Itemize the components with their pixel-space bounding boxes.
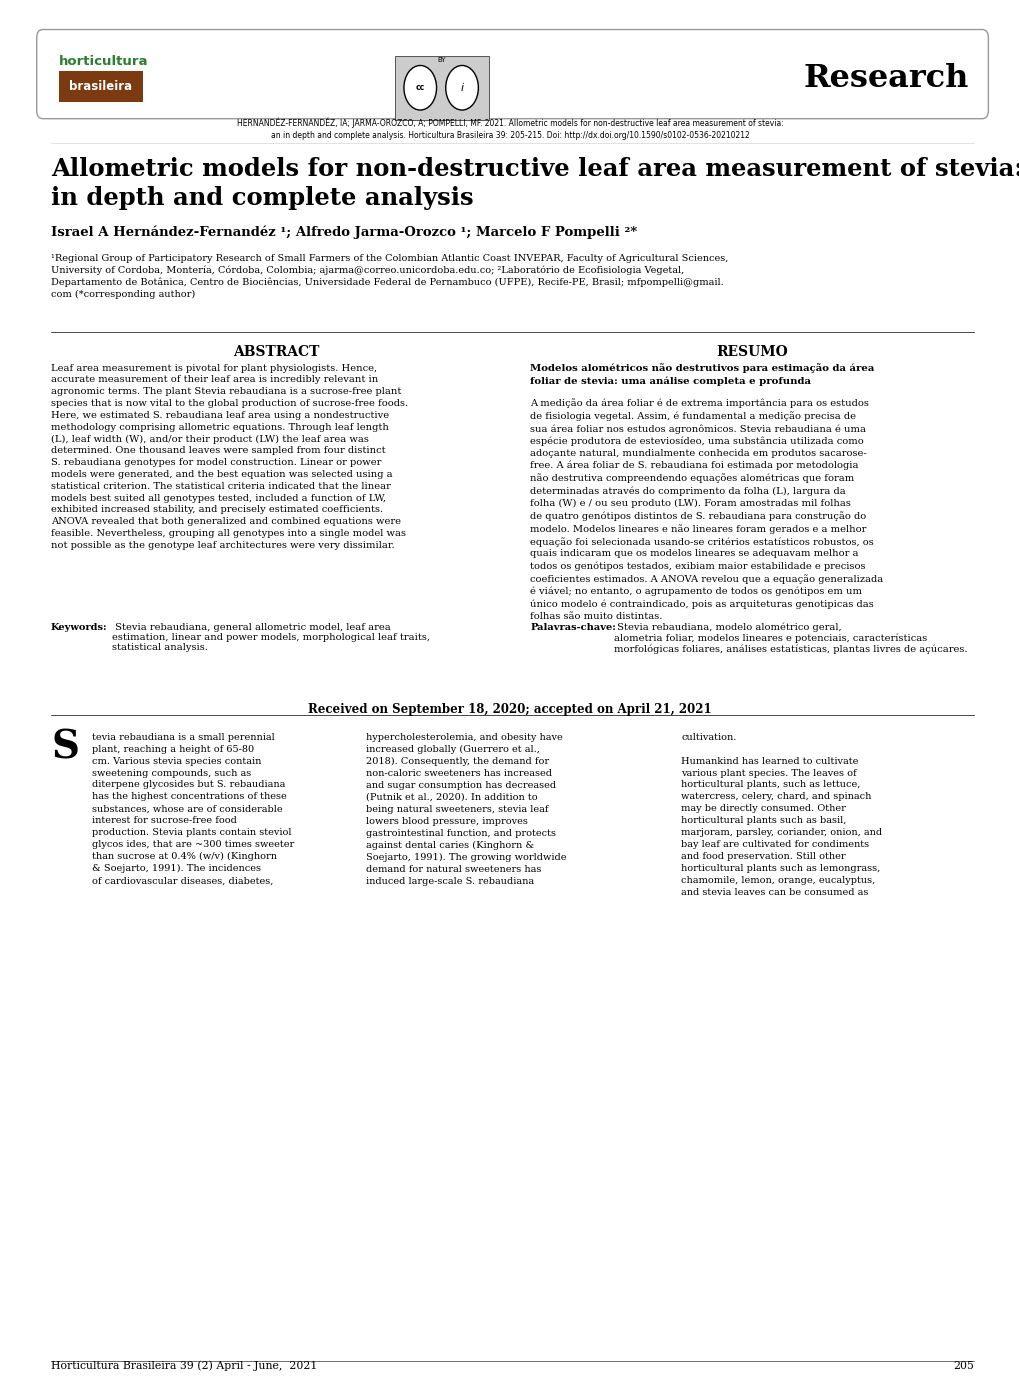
Text: Keywords:: Keywords: xyxy=(51,623,108,631)
Text: Modelos alométricos não destrutivos para estimação da área
foliar de stevia: uma: Modelos alométricos não destrutivos para… xyxy=(530,364,874,386)
Text: horticultura: horticultura xyxy=(59,54,149,68)
Text: Horticultura Brasileira 39 (2) April - June,  2021: Horticultura Brasileira 39 (2) April - J… xyxy=(51,1360,317,1371)
Text: Israel A Hernández-Fernandéz ¹; Alfredo Jarma-Orozco ¹; Marcelo F Pompelli ²*: Israel A Hernández-Fernandéz ¹; Alfredo … xyxy=(51,226,637,240)
Text: A medição da área foliar é de extrema importância para os estudos
de fisiologia : A medição da área foliar é de extrema im… xyxy=(530,398,882,620)
Text: cc: cc xyxy=(415,84,425,92)
FancyBboxPatch shape xyxy=(37,29,987,118)
Text: 205: 205 xyxy=(953,1361,973,1371)
Text: Research: Research xyxy=(803,63,968,93)
Bar xyxy=(394,56,488,120)
Text: RESUMO: RESUMO xyxy=(715,345,788,359)
Text: HERNANDÉZ-FERNANDÉZ, IA; JARMA-OROZCO, A; POMPELLI, MF. 2021. Allometric models : HERNANDÉZ-FERNANDÉZ, IA; JARMA-OROZCO, A… xyxy=(236,117,783,141)
Text: Allometric models for non-destructive leaf area measurement of stevia: an
in dep: Allometric models for non-destructive le… xyxy=(51,157,1019,210)
Text: Stevia rebaudiana, general allometric model, leaf area
estimation, linear and po: Stevia rebaudiana, general allometric mo… xyxy=(112,623,430,652)
Text: BY: BY xyxy=(437,57,445,63)
Text: i: i xyxy=(460,82,464,93)
Text: ¹Regional Group of Participatory Research of Small Farmers of the Colombian Atla: ¹Regional Group of Participatory Researc… xyxy=(51,254,728,299)
Bar xyxy=(59,71,143,102)
Text: Received on September 18, 2020; accepted on April 21, 2021: Received on September 18, 2020; accepted… xyxy=(308,703,711,716)
Text: S: S xyxy=(51,729,78,766)
Text: hypercholesterolemia, and obesity have
increased globally (Guerrero et al.,
2018: hypercholesterolemia, and obesity have i… xyxy=(366,733,567,886)
Text: Palavras-chave:: Palavras-chave: xyxy=(530,623,615,631)
Circle shape xyxy=(445,65,478,110)
Text: Leaf area measurement is pivotal for plant physiologists. Hence,
accurate measur: Leaf area measurement is pivotal for pla… xyxy=(51,364,408,550)
Text: cultivation.

Humankind has learned to cultivate
various plant species. The leav: cultivation. Humankind has learned to cu… xyxy=(681,733,881,897)
Text: ABSTRACT: ABSTRACT xyxy=(233,345,319,359)
Circle shape xyxy=(404,65,436,110)
Text: brasileira: brasileira xyxy=(69,79,132,93)
Text: Stevia rebaudiana, modelo alométrico geral,
alometria foliar, modelos lineares e: Stevia rebaudiana, modelo alométrico ger… xyxy=(613,623,967,655)
Text: tevia rebaudiana is a small perennial
plant, reaching a height of 65-80
cm. Vari: tevia rebaudiana is a small perennial pl… xyxy=(92,733,293,886)
